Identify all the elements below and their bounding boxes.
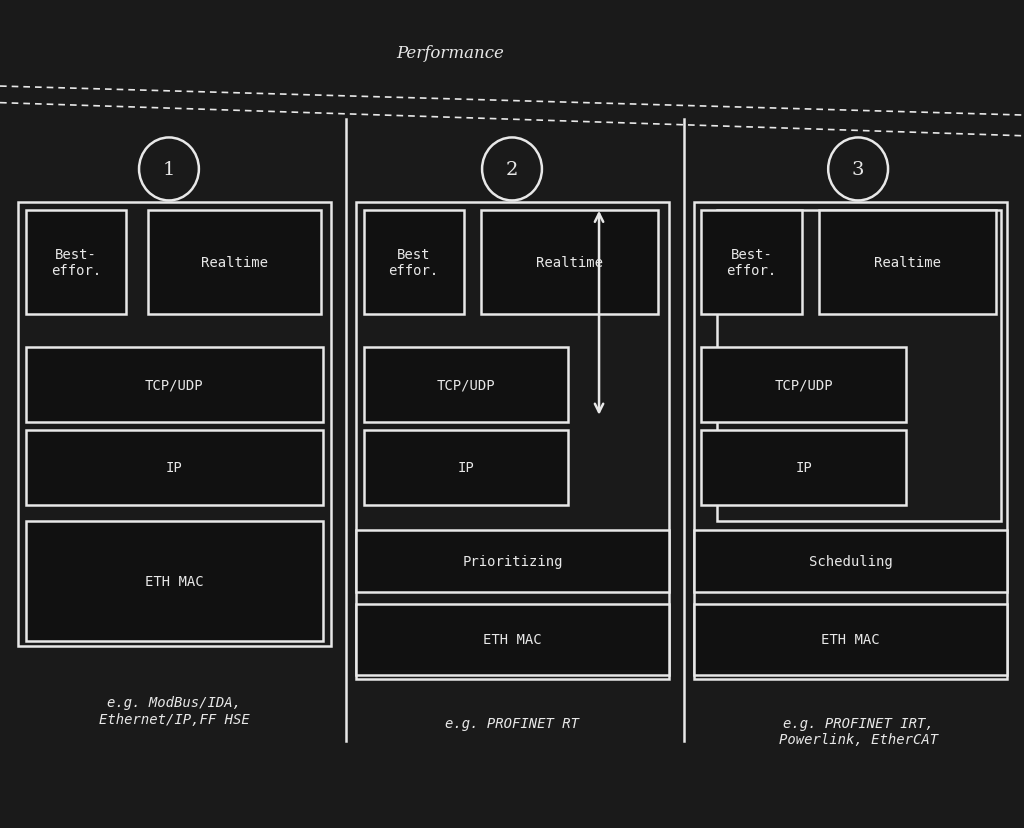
Bar	[701, 431, 906, 505]
Bar	[819, 211, 996, 315]
Text: Best-
effor.: Best- effor.	[50, 248, 101, 278]
Bar	[694, 530, 1007, 592]
Text: Best-
effor.: Best- effor.	[726, 248, 777, 278]
Bar	[148, 211, 321, 315]
Text: e.g. PROFINET RT: e.g. PROFINET RT	[445, 716, 579, 730]
Bar	[356, 203, 669, 679]
Text: Performance: Performance	[396, 46, 505, 62]
Bar	[356, 604, 669, 675]
Text: 3: 3	[852, 161, 864, 179]
Bar	[26, 211, 126, 315]
Bar	[18, 203, 331, 646]
Bar	[26, 431, 323, 505]
Bar	[364, 431, 568, 505]
Text: TCP/UDP: TCP/UDP	[774, 378, 834, 392]
Bar	[364, 348, 568, 422]
Bar	[26, 348, 323, 422]
Bar	[364, 211, 464, 315]
Text: ETH MAC: ETH MAC	[144, 575, 204, 589]
Text: Realtime: Realtime	[537, 256, 603, 270]
Text: Scheduling: Scheduling	[809, 554, 892, 568]
Text: TCP/UDP: TCP/UDP	[144, 378, 204, 392]
Text: e.g. PROFINET IRT,
Powerlink, EtherCAT: e.g. PROFINET IRT, Powerlink, EtherCAT	[778, 716, 938, 746]
Text: Best
effor.: Best effor.	[388, 248, 439, 278]
Text: 1: 1	[163, 161, 175, 179]
Bar	[694, 203, 1007, 679]
Text: IP: IP	[796, 461, 812, 474]
Text: ETH MAC: ETH MAC	[483, 633, 542, 647]
Bar	[26, 522, 323, 642]
Text: ETH MAC: ETH MAC	[821, 633, 880, 647]
Text: Realtime: Realtime	[874, 256, 941, 270]
Text: IP: IP	[166, 461, 182, 474]
Text: IP: IP	[458, 461, 474, 474]
Text: e.g. ModBus/IDA,
Ethernet/IP,FF HSE: e.g. ModBus/IDA, Ethernet/IP,FF HSE	[98, 696, 250, 725]
Text: 2: 2	[506, 161, 518, 179]
Text: Realtime: Realtime	[201, 256, 268, 270]
Bar	[694, 604, 1007, 675]
Bar	[356, 530, 669, 592]
Bar	[701, 211, 802, 315]
Text: Prioritizing: Prioritizing	[462, 554, 563, 568]
Bar	[481, 211, 658, 315]
Bar	[701, 348, 906, 422]
Bar	[717, 211, 1001, 522]
Text: TCP/UDP: TCP/UDP	[436, 378, 496, 392]
